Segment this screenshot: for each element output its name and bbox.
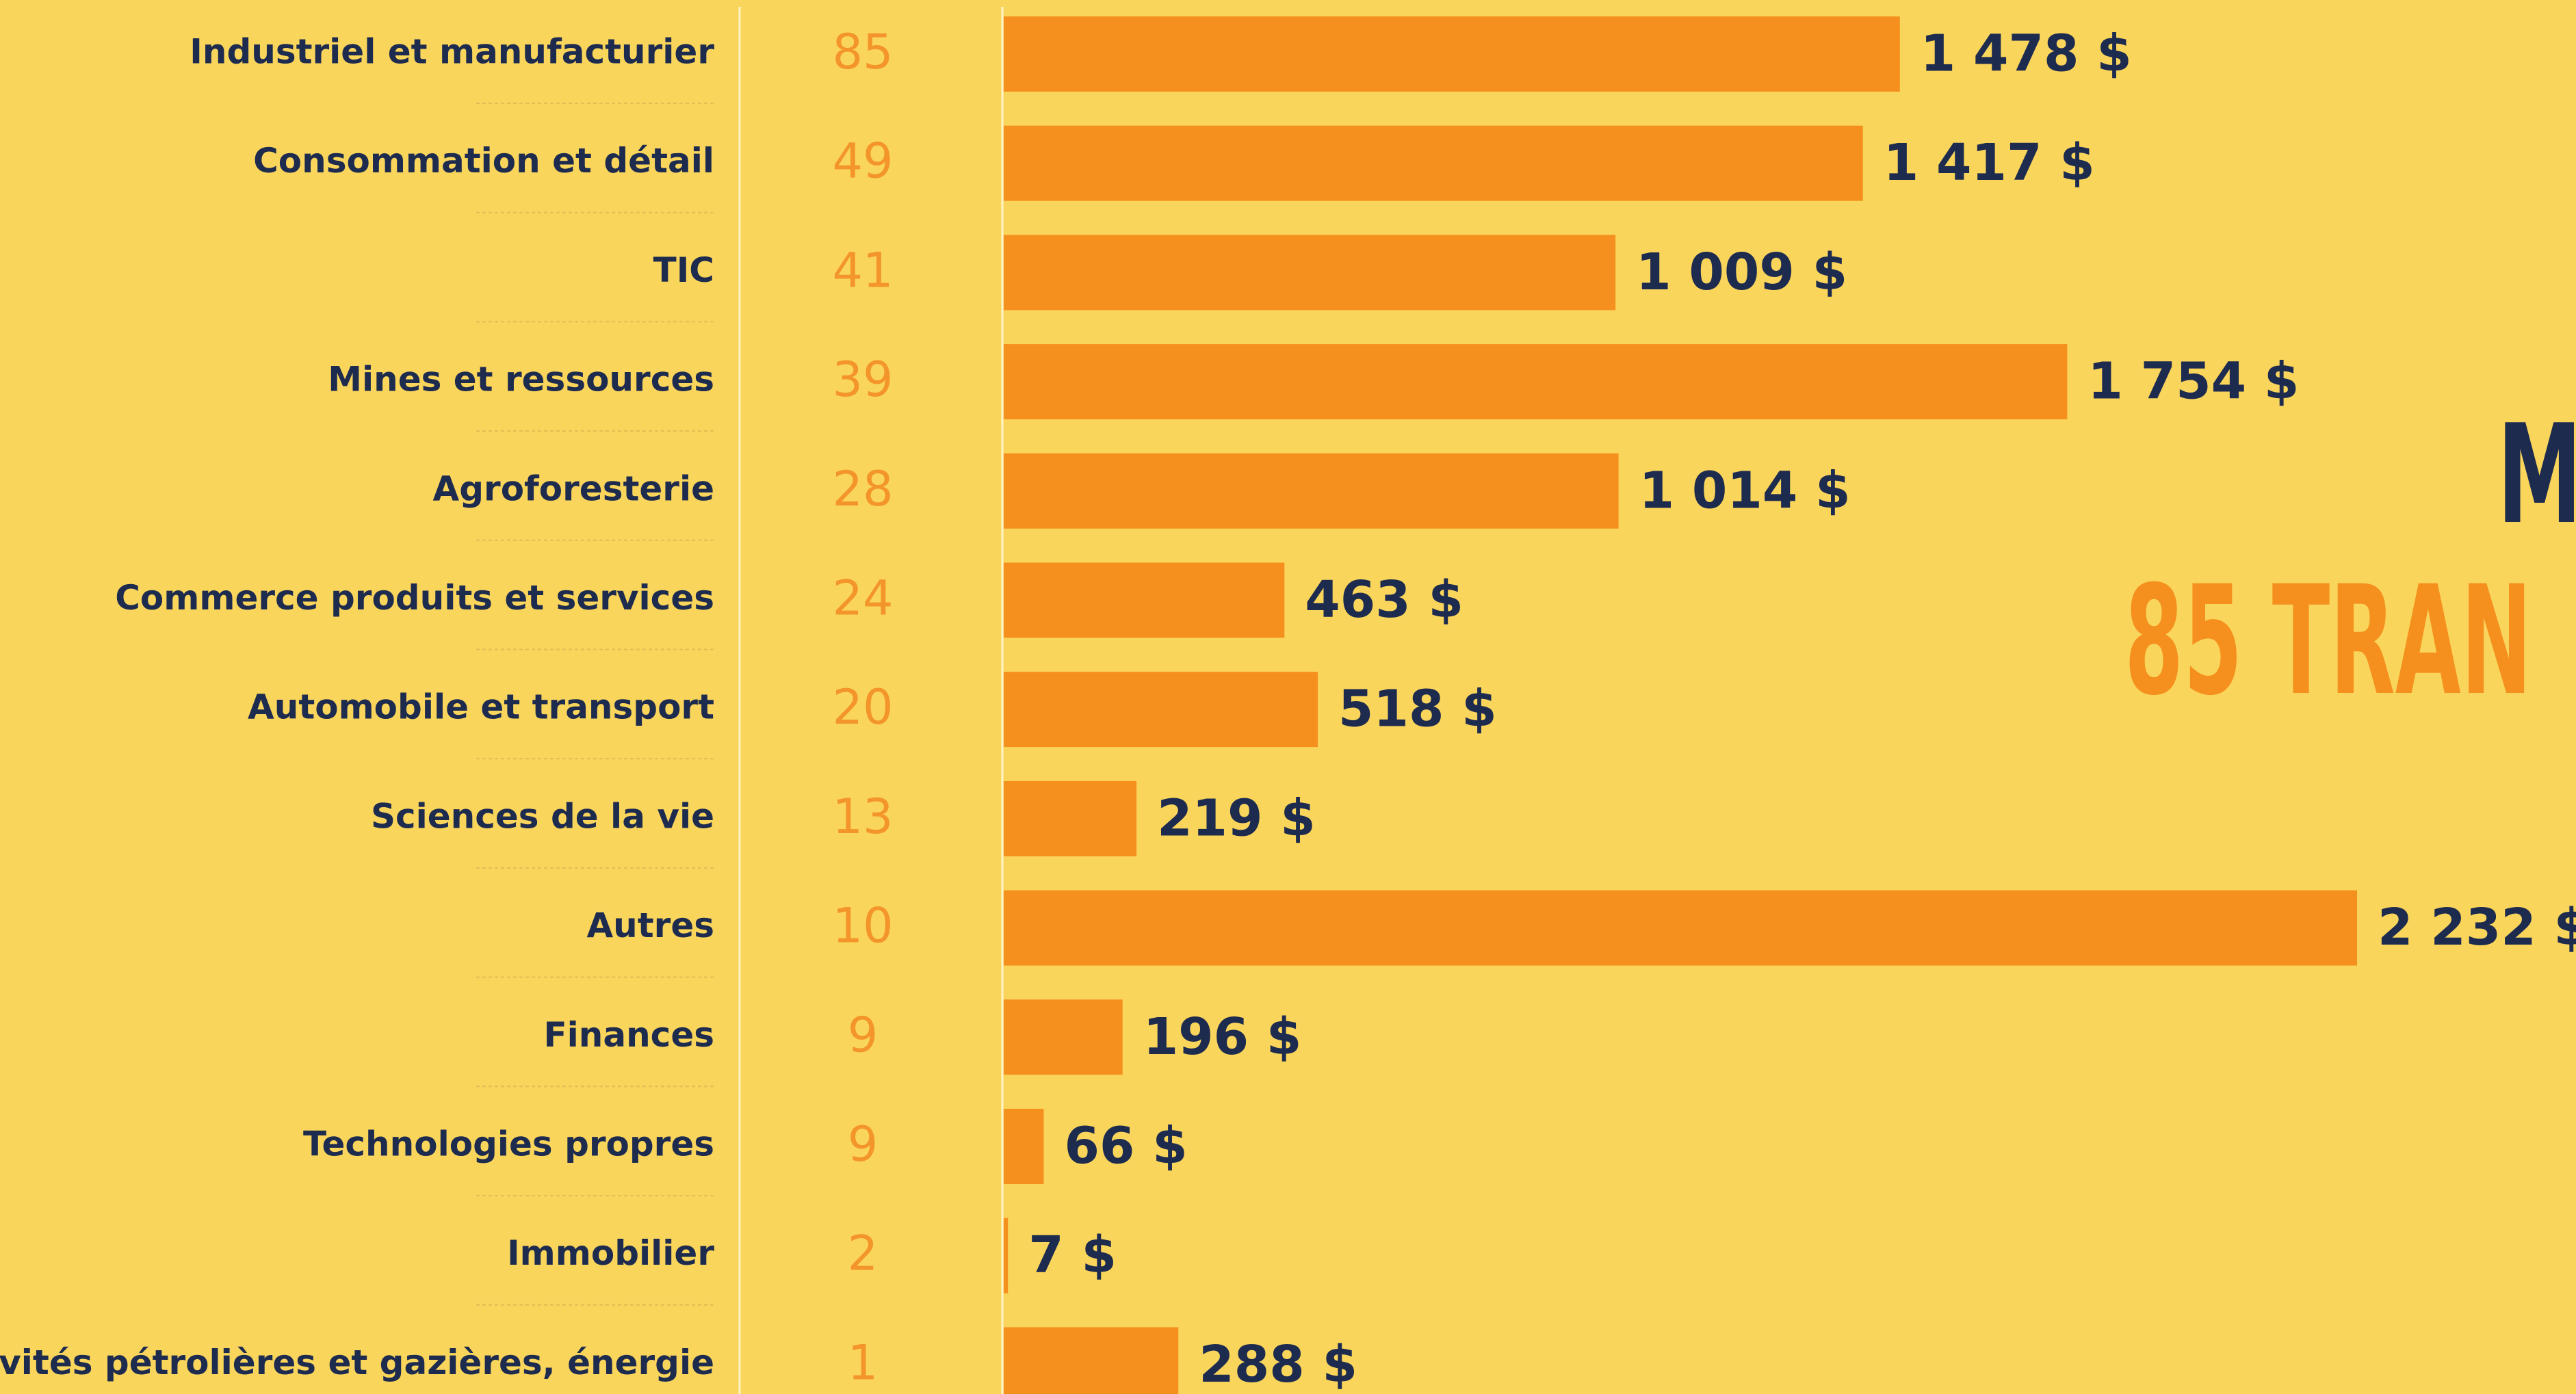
value-label: 2 232 $ xyxy=(2378,898,2576,957)
category-label: Immobilier xyxy=(507,1233,714,1273)
count-label: 24 xyxy=(832,570,893,627)
category-label: Technologies propres xyxy=(303,1125,714,1164)
category-label: Commerce produits et services xyxy=(115,578,714,618)
value-label: 1 478 $ xyxy=(1921,25,2132,83)
count-label: 28 xyxy=(832,461,893,517)
bar xyxy=(1004,453,1619,529)
count-label: 20 xyxy=(832,679,893,735)
category-label: Activités pétrolières et gazières, énerg… xyxy=(0,1343,714,1382)
value-label: 1 014 $ xyxy=(1639,461,1851,520)
value-label: 7 $ xyxy=(1028,1226,1117,1285)
value-label: 219 $ xyxy=(1157,789,1316,847)
category-label: TIC xyxy=(653,250,714,290)
count-label: 1 xyxy=(848,1334,879,1391)
bar xyxy=(1004,344,2068,420)
bar xyxy=(1004,890,2357,966)
category-label: Consommation et détail xyxy=(253,141,714,181)
count-label: 2 xyxy=(848,1226,879,1282)
bar xyxy=(1004,125,1863,201)
bar xyxy=(1004,1109,1044,1184)
count-label: 41 xyxy=(832,242,893,298)
count-label: 39 xyxy=(832,352,893,408)
bar xyxy=(1004,672,1318,748)
count-label: 9 xyxy=(848,1116,879,1172)
category-label: Industriel et manufacturier xyxy=(190,32,714,72)
count-label: 9 xyxy=(848,1007,879,1063)
category-label: Mines et ressources xyxy=(328,360,714,399)
value-label: 1 009 $ xyxy=(1636,243,1847,302)
value-label: 288 $ xyxy=(1199,1335,1357,1394)
value-label: 463 $ xyxy=(1305,570,1463,629)
category-label: Finances xyxy=(543,1015,714,1055)
count-label: 85 xyxy=(832,24,893,80)
subtitle: 85 TRAN xyxy=(2124,554,2532,729)
bar xyxy=(1004,562,1285,638)
bar xyxy=(1004,780,1137,856)
value-label: 196 $ xyxy=(1143,1008,1302,1066)
bar xyxy=(1004,1327,1179,1394)
bar xyxy=(1004,1218,1009,1293)
category-label: Agroforesterie xyxy=(433,469,714,508)
value-label: 1 754 $ xyxy=(2087,352,2299,411)
title-group: MA xyxy=(2497,396,2576,555)
value-label: 66 $ xyxy=(1064,1117,1187,1176)
value-label: 518 $ xyxy=(1338,680,1497,739)
count-label: 49 xyxy=(832,133,893,189)
bar xyxy=(1004,235,1616,311)
category-label: Automobile et transport xyxy=(248,687,714,727)
subtitle-group: 85 TRAN xyxy=(2124,554,2532,729)
bar xyxy=(1004,999,1123,1075)
count-label: 10 xyxy=(832,898,893,954)
count-label: 13 xyxy=(832,789,893,845)
category-label: Sciences de la vie xyxy=(371,796,714,836)
title: MA xyxy=(2497,396,2576,555)
value-label: 1 417 $ xyxy=(1884,133,2095,192)
category-label: Autres xyxy=(586,906,714,945)
bar xyxy=(1004,16,1900,92)
